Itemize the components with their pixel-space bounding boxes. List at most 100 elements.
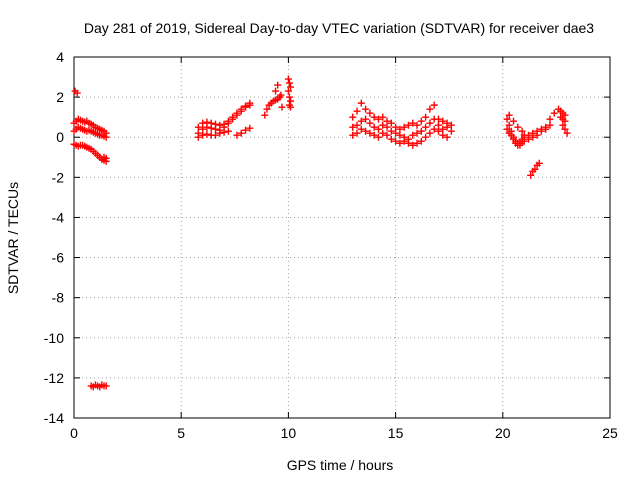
- data-point: [212, 131, 220, 139]
- data-point: [229, 113, 237, 121]
- data-point: [216, 129, 224, 137]
- data-point: [379, 113, 387, 121]
- data-point: [422, 113, 430, 121]
- plot-frame: [73, 56, 611, 419]
- data-point: [366, 119, 374, 127]
- data-point: [220, 128, 228, 136]
- data-point: [447, 121, 455, 129]
- data-point: [430, 101, 438, 109]
- data-point: [278, 103, 286, 111]
- series-seg-r: [503, 121, 554, 149]
- data-point: [203, 118, 211, 126]
- x-tick-label: 25: [602, 425, 618, 441]
- series-seg-o: [349, 115, 455, 143]
- data-point: [387, 127, 395, 135]
- data-point: [102, 133, 110, 141]
- data-point: [413, 139, 421, 147]
- series-seg-h: [194, 99, 254, 131]
- data-point: [447, 127, 455, 135]
- data-point: [417, 127, 425, 135]
- data-point: [194, 133, 202, 141]
- data-point: [362, 115, 370, 123]
- data-point: [546, 121, 554, 129]
- x-tick-label: 5: [177, 425, 185, 441]
- series-seg-k: [261, 91, 285, 119]
- data-point: [237, 105, 245, 113]
- series-seg-i: [194, 127, 232, 141]
- data-point: [546, 115, 554, 123]
- data-point: [353, 107, 361, 115]
- series-seg-t: [527, 159, 543, 179]
- data-point: [409, 119, 417, 127]
- data-point: [430, 115, 438, 123]
- data-point: [434, 121, 442, 129]
- data-point: [199, 119, 207, 127]
- data-point: [349, 131, 357, 139]
- grid: [74, 57, 610, 418]
- data-point: [362, 105, 370, 113]
- data-point: [559, 121, 567, 129]
- data-point: [212, 120, 220, 128]
- data-point: [207, 119, 215, 127]
- x-tick-label: 15: [388, 425, 404, 441]
- data-point: [224, 117, 232, 125]
- data-point: [392, 123, 400, 131]
- data-point: [237, 129, 245, 137]
- data-point: [353, 129, 361, 137]
- data-point: [374, 115, 382, 123]
- data-point: [400, 123, 408, 131]
- data-point: [520, 137, 528, 145]
- data-point: [439, 117, 447, 125]
- data-point: [370, 123, 378, 131]
- data-point: [520, 131, 528, 139]
- series-seg-m: [284, 75, 295, 111]
- data-point: [102, 154, 110, 162]
- data-point: [417, 117, 425, 125]
- data-point: [272, 87, 280, 95]
- data-point: [276, 93, 284, 101]
- data-point: [199, 131, 207, 139]
- data-point: [349, 123, 357, 131]
- series-seg-f: [87, 381, 110, 391]
- data-point: [349, 113, 357, 121]
- y-tick-labels: 4 2 0 -2 -4 -6 -8 -10 -12 -14: [44, 49, 64, 426]
- data-point: [284, 87, 292, 95]
- data-point: [287, 97, 295, 105]
- x-tick-label: 0: [70, 425, 78, 441]
- data-point: [505, 121, 513, 129]
- data-point: [357, 117, 365, 125]
- y-tick-label: -12: [44, 370, 64, 386]
- series-seg-l: [272, 81, 286, 111]
- data-point: [357, 125, 365, 133]
- data-point: [510, 135, 518, 143]
- data-point: [396, 131, 404, 139]
- data-point: [233, 131, 241, 139]
- data-point: [417, 137, 425, 145]
- data-point: [102, 382, 110, 390]
- x-tick-label: 10: [281, 425, 297, 441]
- data-point: [503, 115, 511, 123]
- data-point: [413, 121, 421, 129]
- data-point: [379, 121, 387, 129]
- data-point: [503, 125, 511, 133]
- series-seg-a: [71, 87, 81, 97]
- data-point: [242, 126, 250, 134]
- data-points: [70, 75, 571, 391]
- y-tick-label: -14: [44, 410, 64, 426]
- data-point: [392, 129, 400, 137]
- data-point: [434, 127, 442, 135]
- data-point: [525, 135, 533, 143]
- data-point: [392, 137, 400, 145]
- data-point: [242, 102, 250, 110]
- y-tick-label: 4: [56, 49, 64, 65]
- data-point: [383, 117, 391, 125]
- series-seg-p: [349, 125, 451, 149]
- data-point: [422, 133, 430, 141]
- series-seg-d: [70, 140, 110, 165]
- data-point: [439, 131, 447, 139]
- data-point: [379, 129, 387, 137]
- data-point: [284, 75, 292, 83]
- series-seg-s: [505, 111, 528, 139]
- y-tick-label: 2: [56, 89, 64, 105]
